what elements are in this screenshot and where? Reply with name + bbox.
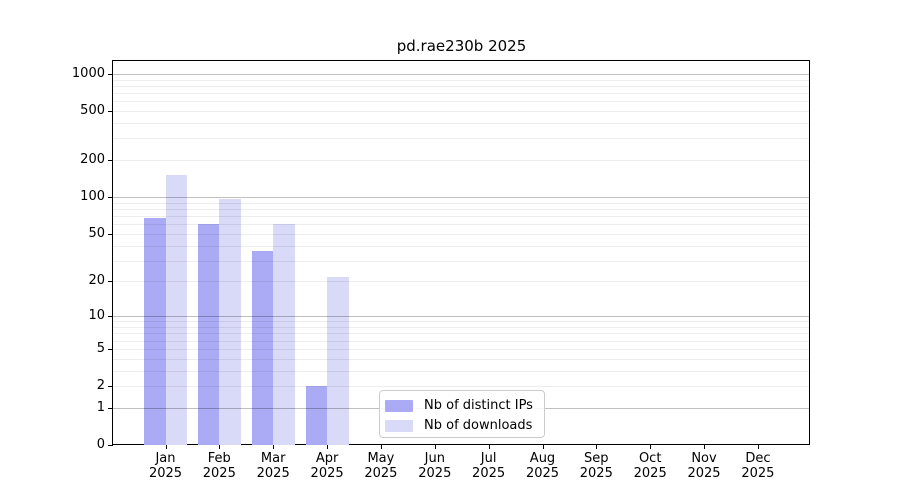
gridline-50 [113,233,809,235]
bar-nb-of-downloads-jan [165,175,187,445]
gridline-300 [113,138,809,140]
x-tick-mark-dec [757,445,759,449]
y-tick-mark-20 [108,281,113,283]
x-tick-mark-jul [488,445,490,449]
x-tick-label-sep: Sep 2025 [579,451,613,481]
y-tick-label-2: 2 [96,378,105,393]
bar-nb-of-downloads-apr [327,276,349,445]
y-tick-label-100: 100 [80,189,105,205]
gridline-6 [113,340,809,342]
y-tick-mark-0 [108,445,113,446]
y-tick-label-0: 0 [96,437,105,452]
x-tick-mark-nov [704,445,705,449]
x-tick-mark-oct [650,445,652,449]
x-tick-label-jul: Jul 2025 [472,451,506,481]
bar-nb-of-distinct-ips-mar [251,251,274,445]
gridline-40 [113,245,809,247]
gridline-1000 [113,73,809,75]
gridline-9 [113,321,809,323]
x-tick-mark-aug [542,445,544,449]
gridline-5 [113,348,809,350]
y-tick-label-1: 1 [96,399,105,415]
gridline-60 [113,224,809,226]
gridline-30 [113,260,809,262]
x-tick-label-may: May 2025 [364,451,398,481]
legend-label: Nb of distinct IPs [424,398,533,413]
gridline-70 [113,216,809,217]
legend-swatch-nb-of-downloads [385,419,413,432]
y-tick-mark-5 [108,348,113,350]
gridline-100 [113,197,809,199]
x-tick-mark-jan [165,445,167,449]
x-tick-label-apr: Apr 2025 [310,451,344,481]
bar-nb-of-distinct-ips-apr [305,386,328,445]
y-tick-mark-500 [108,111,113,112]
y-tick-mark-100 [108,197,113,199]
y-tick-label-10: 10 [88,308,105,324]
x-tick-mark-may [380,445,382,449]
x-tick-mark-mar [273,445,275,449]
gridline-900 [113,79,809,81]
legend-swatch-nb-of-distinct-ips [385,399,413,412]
x-tick-mark-apr [327,445,329,449]
legend: Nb of distinct IPs Nb of downloads [379,390,545,438]
y-tick-mark-1000 [108,73,113,75]
gridline-80 [113,208,809,210]
bar-nb-of-downloads-feb [219,199,241,445]
x-tick-label-jan: Jan 2025 [148,451,183,481]
x-tick-label-oct: Oct 2025 [633,451,667,481]
gridline-600 [113,101,809,103]
gridline-8 [113,327,809,328]
y-tick-label-500: 500 [80,103,105,118]
gridline-200 [113,160,809,162]
y-tick-mark-1 [108,407,113,409]
y-tick-mark-200 [108,160,113,162]
gridline-800 [113,85,809,87]
gridline-7 [113,333,809,335]
gridline-4 [113,358,809,360]
y-tick-label-5: 5 [96,340,105,356]
gridline-10 [113,316,809,318]
x-tick-mark-jun [434,445,436,449]
x-tick-mark-sep [596,445,598,449]
y-tick-label-50: 50 [88,225,105,241]
y-tick-mark-2 [108,386,113,387]
gridline-400 [113,123,809,124]
y-tick-mark-10 [108,316,113,318]
chart-title: pd.rae230b 2025 [396,37,527,55]
x-tick-label-feb: Feb 2025 [202,451,236,481]
legend-entry-nb-of-distinct-ips: Nb of distinct IPs [385,396,538,415]
gridline-2 [113,386,809,387]
bar-nb-of-distinct-ips-feb [197,224,220,445]
y-tick-label-20: 20 [88,273,105,289]
y-tick-label-200: 200 [80,152,105,168]
y-tick-mark-50 [108,233,113,235]
y-tick-label-1000: 1000 [71,65,105,81]
x-tick-mark-feb [219,445,221,449]
x-tick-label-mar: Mar 2025 [256,451,290,481]
x-tick-label-dec: Dec 2025 [741,451,775,481]
bar-nb-of-downloads-mar [273,224,295,445]
plot-area [112,60,810,445]
x-tick-label-jun: Jun 2025 [418,451,452,481]
legend-entry-nb-of-downloads: Nb of downloads [385,416,538,435]
x-tick-label-aug: Aug 2025 [525,451,560,481]
gridline-90 [113,202,809,204]
x-tick-label-nov: Nov 2025 [687,451,721,481]
gridline-500 [113,111,809,112]
gridline-700 [113,93,809,94]
gridline-20 [113,281,809,283]
legend-label: Nb of downloads [424,418,533,433]
bar-nb-of-distinct-ips-jan [144,218,166,445]
gridline-3 [113,370,809,372]
